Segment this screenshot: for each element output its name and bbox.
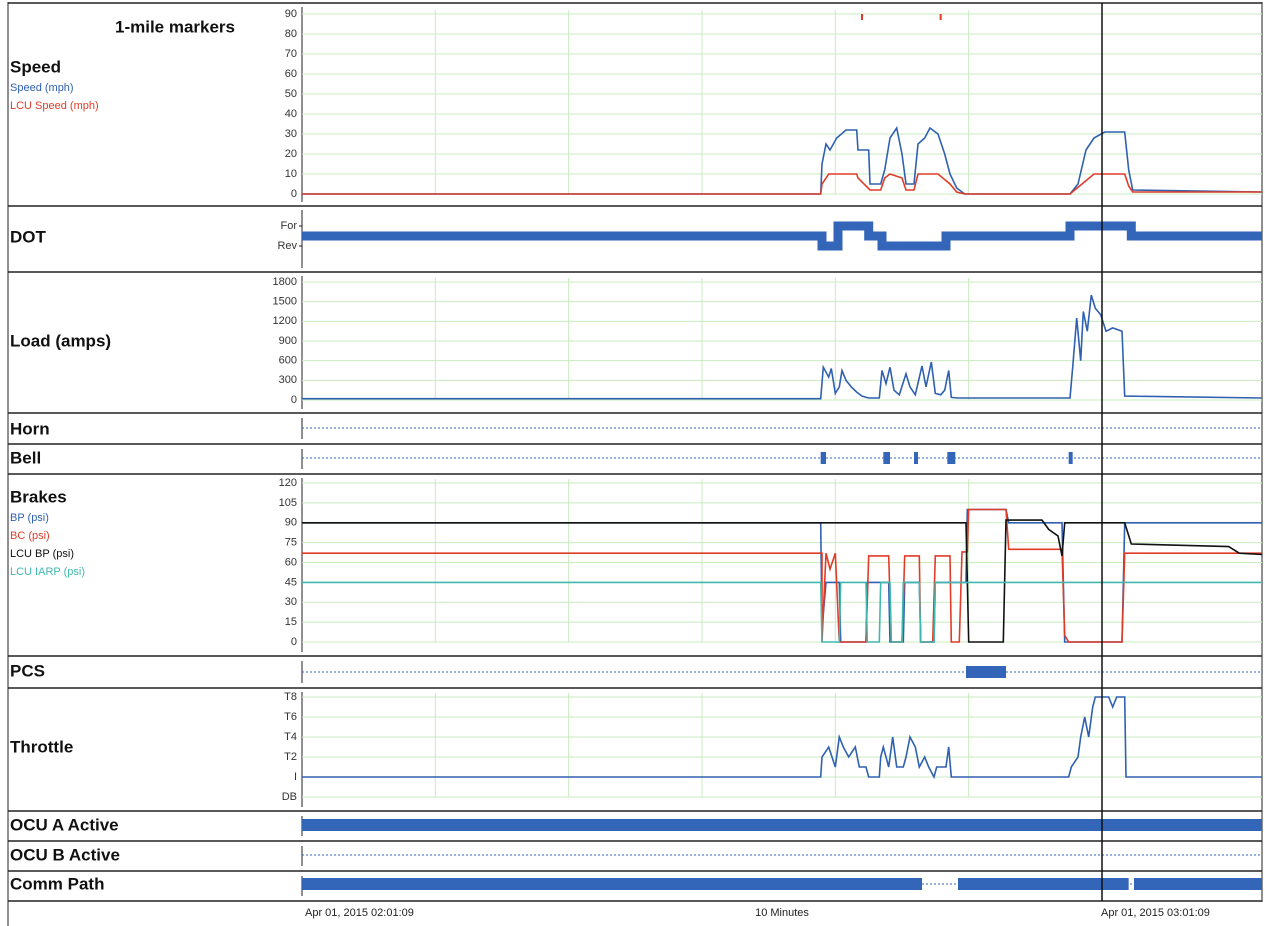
legend-entry: LCU IARP (psi) [10,566,85,578]
y-tick-label: 60 [285,68,297,80]
y-tick-label: 60 [285,556,297,568]
event-interval [820,452,826,464]
legend-entry: BC (psi) [10,530,50,542]
y-tick-label: 1200 [273,315,297,327]
event-interval [302,878,922,890]
y-tick-label: 30 [285,596,297,608]
y-tick-label: Rev [277,240,297,252]
y-tick-label: 300 [279,374,297,386]
panel-title: Bell [10,448,41,467]
y-tick-label: I [294,771,297,783]
y-tick-label: 30 [285,128,297,140]
panel-title: OCU A Active [10,815,119,834]
y-tick-label: 70 [285,48,297,60]
event-interval [966,666,1006,678]
y-tick-label: 600 [279,355,297,367]
panel-title: Throttle [10,737,73,756]
series-line [302,696,1262,780]
y-tick-label: T4 [284,731,297,743]
y-tick-label: 80 [285,28,297,40]
panel-title: Speed [10,57,61,76]
y-tick-label: 45 [285,576,297,588]
y-tick-label: 90 [285,8,297,20]
y-tick-label: 900 [279,335,297,347]
panel-title: DOT [10,227,47,246]
y-tick-label: 20 [285,148,297,160]
y-tick-label: 75 [285,537,297,549]
y-tick-label: T6 [284,711,297,723]
y-tick-label: 50 [285,88,297,100]
series-line [302,294,1263,400]
event-interval [302,819,1262,831]
legend-entry: LCU BP (psi) [10,548,74,560]
y-tick-label: 90 [285,517,297,529]
y-tick-label: 1500 [273,296,297,308]
series-line [302,581,1262,643]
y-tick-label: For [281,220,298,232]
end-time: Apr 01, 2015 03:01:09 [1101,907,1210,919]
y-tick-label: 0 [291,394,297,406]
event-interval [1068,452,1073,464]
panel-title: Comm Path [10,874,104,893]
panel-title: Horn [10,419,50,438]
y-tick-label: 1800 [273,276,297,288]
panel-title: Brakes [10,487,67,506]
event-interval [947,452,956,464]
event-interval [958,878,1129,890]
series-line [302,125,1263,195]
legend-entry: BP (psi) [10,512,49,524]
y-tick-label: 0 [291,188,297,200]
legend-entry: LCU Speed (mph) [10,100,99,112]
markers-title: 1-mile markers [115,17,235,36]
span-label: 10 Minutes [755,907,809,919]
series-line [302,519,1263,643]
y-tick-label: T2 [284,751,297,763]
event-interval [883,452,890,464]
y-tick-label: 120 [279,477,297,489]
y-tick-label: DB [282,791,297,803]
event-interval [914,452,918,464]
event-interval [1134,878,1262,890]
start-time: Apr 01, 2015 02:01:09 [305,907,414,919]
panel-title: PCS [10,661,45,680]
panel-title: Load (amps) [10,331,111,350]
y-tick-label: 105 [279,497,297,509]
y-tick-label: T8 [284,691,297,703]
y-tick-label: 10 [285,168,297,180]
legend-entry: Speed (mph) [10,82,74,94]
y-tick-label: 0 [291,636,297,648]
series-line [302,173,1262,195]
y-tick-label: 15 [285,616,297,628]
panel-title: OCU B Active [10,845,120,864]
y-tick-label: 40 [285,108,297,120]
state-bar [302,221,1262,251]
